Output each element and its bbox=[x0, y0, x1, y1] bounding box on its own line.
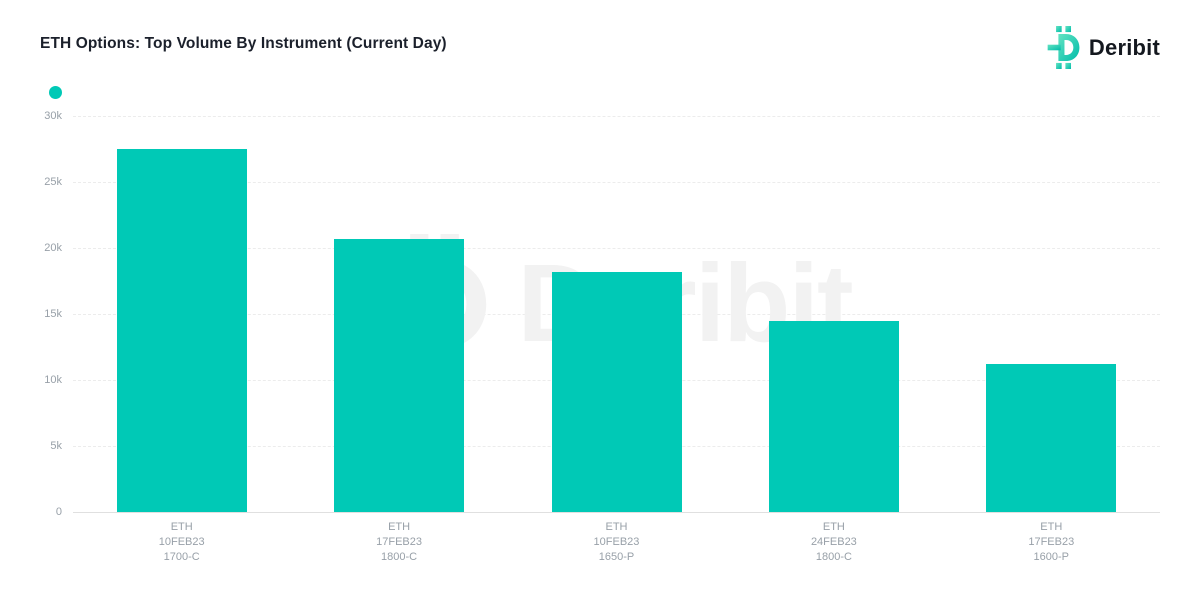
x-tick-label-0: ETH 10FEB23 1700-C bbox=[158, 521, 205, 563]
x-tick-label-3: ETH 24FEB23 1800-C bbox=[810, 521, 857, 563]
x-tick-label-4: ETH 17FEB23 1600-P bbox=[1028, 521, 1075, 563]
y-tick-label-30k: 30k bbox=[44, 110, 62, 122]
y-tick-label-20k: 20k bbox=[44, 242, 62, 254]
legend-marker[interactable] bbox=[49, 86, 62, 99]
x-axis: ETH 10FEB23 1700-C ETH 17FEB23 1800-C ETH 10FEB… bbox=[73, 520, 1160, 580]
bar-ETH-17FEB23-1600-P[interactable] bbox=[986, 364, 1117, 512]
gridline-0 bbox=[73, 512, 1160, 513]
y-tick-label-0: 0 bbox=[55, 506, 62, 518]
bar-ETH-24FEB23-1800-C[interactable] bbox=[768, 320, 899, 512]
chart-title: ETH Options: Top Volume By Instrument (C… bbox=[40, 35, 447, 52]
deribit-d-icon bbox=[1047, 26, 1080, 69]
deribit-logo: Deribit bbox=[1047, 26, 1160, 69]
plot-area: Deribit bbox=[73, 116, 1160, 513]
bar-ETH-10FEB23-1650-P[interactable] bbox=[551, 271, 682, 512]
y-tick-label-25k: 25k bbox=[44, 176, 62, 188]
gridline-30k bbox=[73, 116, 1160, 117]
y-tick-label-5k: 5k bbox=[50, 440, 62, 452]
y-tick-label-15k: 15k bbox=[44, 308, 62, 320]
gridline-25k bbox=[73, 182, 1160, 183]
x-tick-label-2: ETH 10FEB23 1650-P bbox=[593, 521, 640, 563]
brand-name: Deribit bbox=[1088, 34, 1160, 60]
bar-ETH-17FEB23-1800-C[interactable] bbox=[334, 238, 465, 512]
x-tick-label-1: ETH 17FEB23 1800-C bbox=[376, 521, 423, 563]
bar-ETH-10FEB23-1700-C[interactable] bbox=[116, 149, 247, 512]
gridline-20k bbox=[73, 248, 1160, 249]
legend bbox=[49, 86, 62, 99]
y-axis: 0 5k 10k 15k 20k 25k 30k bbox=[0, 110, 62, 518]
y-tick-label-10k: 10k bbox=[44, 374, 62, 386]
